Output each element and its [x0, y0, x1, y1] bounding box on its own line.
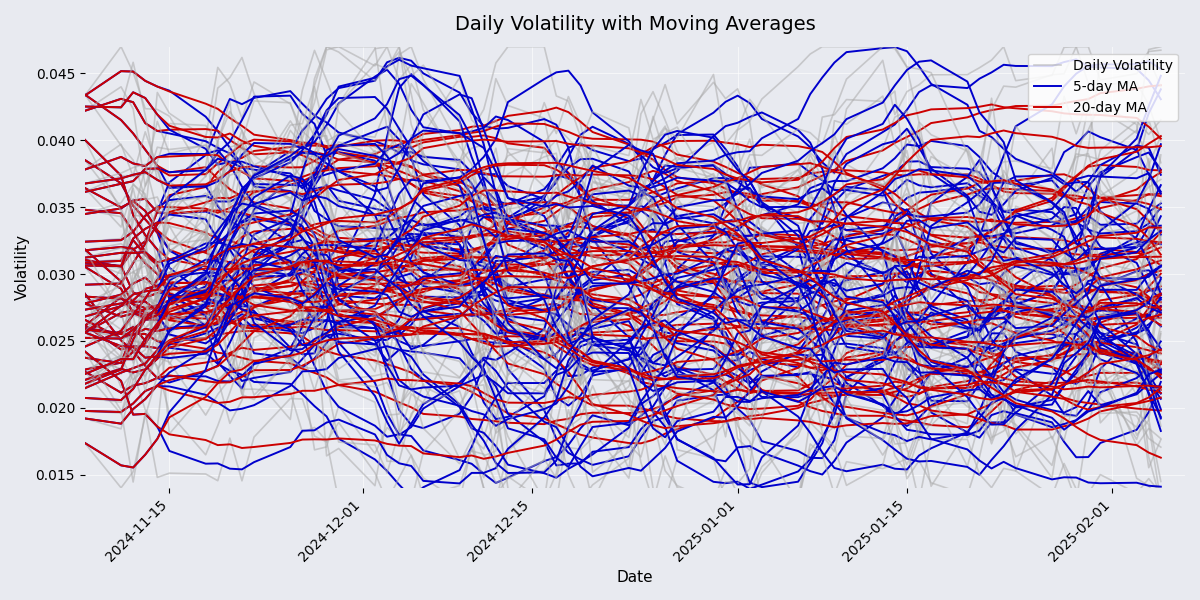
Title: Daily Volatility with Moving Averages: Daily Volatility with Moving Averages: [455, 15, 815, 34]
Line: Daily Volatility: Daily Volatility: [85, 67, 1160, 502]
Line: 5-day MA: 5-day MA: [85, 91, 1160, 458]
Y-axis label: Volatility: Volatility: [14, 235, 30, 301]
Legend: Daily Volatility, 5-day MA, 20-day MA: Daily Volatility, 5-day MA, 20-day MA: [1028, 53, 1178, 121]
Line: 20-day MA: 20-day MA: [85, 136, 1160, 397]
X-axis label: Date: Date: [617, 570, 653, 585]
